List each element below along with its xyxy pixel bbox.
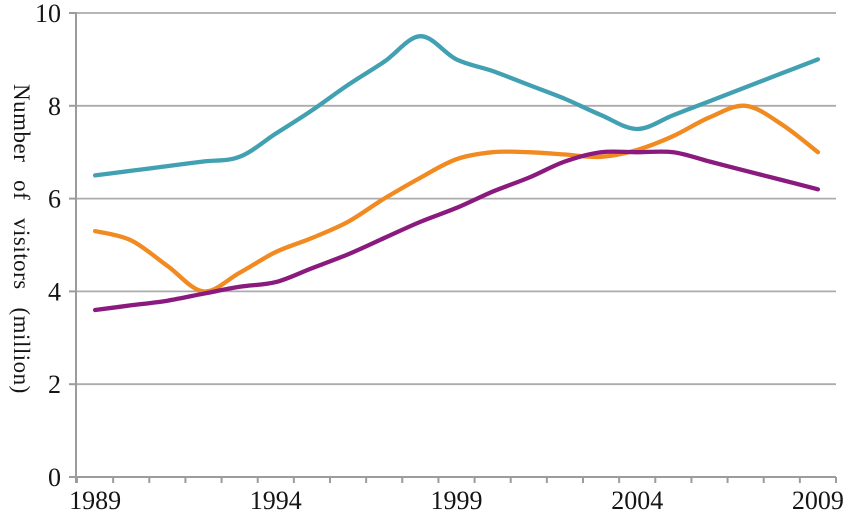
y-tick-label: 2 xyxy=(48,370,61,399)
x-tick-label: 2009 xyxy=(792,486,844,514)
y-tick-label: 10 xyxy=(35,0,61,28)
teal-line xyxy=(92,34,821,178)
orange-line xyxy=(92,103,821,294)
y-tick-label: 6 xyxy=(48,185,61,214)
x-tick-label: 1989 xyxy=(69,486,121,514)
x-tick-label: 1994 xyxy=(250,486,302,514)
x-tick-label: 2004 xyxy=(611,486,663,514)
y-tick-label: 4 xyxy=(48,277,61,306)
y-tick-label: 8 xyxy=(48,92,61,121)
x-tick-label: 1999 xyxy=(431,486,483,514)
y-axis-title: Number of visitors (million) xyxy=(9,84,34,394)
purple-line xyxy=(92,149,821,313)
y-tick-label: 0 xyxy=(48,463,61,492)
